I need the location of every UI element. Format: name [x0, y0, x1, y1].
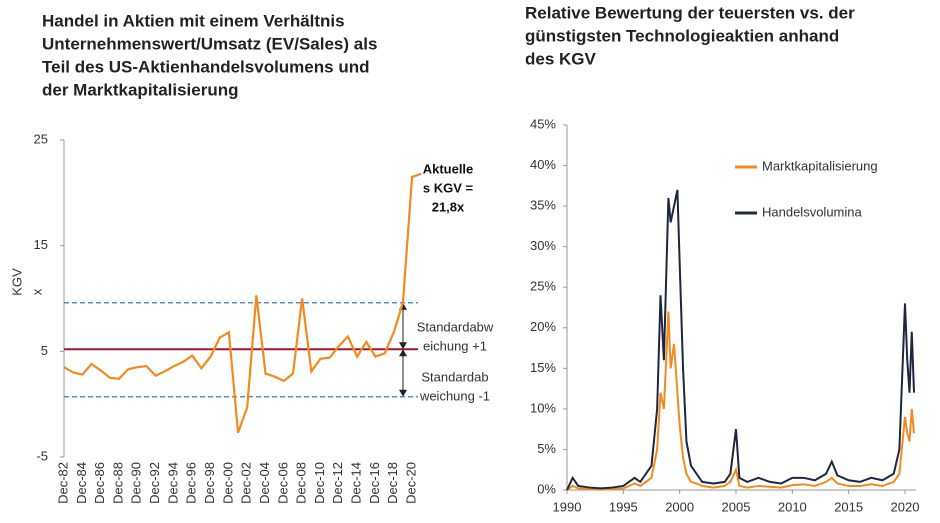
x-tick-label: 1995 — [609, 499, 638, 514]
legend-label: Handelsvolumina — [762, 204, 862, 219]
x-tick-label: Dec-98 — [202, 462, 217, 504]
y-tick-label: 0% — [537, 481, 556, 496]
x-tick-label: Dec-18 — [385, 462, 400, 504]
x-tick-label: 2015 — [834, 499, 863, 514]
y-tick-label: 45% — [530, 116, 556, 131]
chart-title: Relative Bewertung der teuersten vs. der — [525, 3, 855, 22]
y-axis-label: KGV — [9, 268, 24, 296]
chart-title: der Marktkapitalisierung — [42, 80, 239, 99]
annotation: s KGV = — [423, 180, 474, 195]
y-tick-label: -5 — [36, 448, 48, 463]
legend-label: Marktkapitalisierung — [762, 158, 878, 173]
x-tick-label: Dec-12 — [330, 462, 345, 504]
annotation: weichung -1 — [419, 388, 490, 403]
chart-title: Handel in Aktien mit einem Verhältnis — [42, 11, 345, 30]
chart-title: Unternehmenswert/Umsatz (EV/Sales) als — [42, 34, 377, 53]
x-tick-label: 2000 — [665, 499, 694, 514]
x-tick-label: Dec-92 — [147, 462, 162, 504]
x-tick-label: Dec-00 — [220, 462, 235, 504]
data-line — [566, 311, 916, 491]
y-tick-label: 15 — [34, 237, 48, 252]
data-line — [566, 189, 916, 491]
x-tick-label: Dec-08 — [294, 462, 309, 504]
x-tick-label: Dec-04 — [257, 462, 272, 504]
annotation: Aktuelle — [423, 161, 474, 176]
x-tick-label: Dec-14 — [349, 462, 364, 504]
x-tick-label: Dec-88 — [110, 462, 125, 504]
y-tick-label: 15% — [530, 360, 556, 375]
x-tick-label: Dec-86 — [92, 462, 107, 504]
x-tick-label: Dec-82 — [55, 462, 70, 504]
annotation: eichung +1 — [423, 338, 487, 353]
y-tick-label: 35% — [530, 198, 556, 213]
x-tick-label: Dec-02 — [239, 462, 254, 504]
data-line — [63, 172, 422, 434]
x-tick-label: Dec-20 — [404, 462, 419, 504]
annotation: Standardabw — [417, 319, 494, 334]
x-tick-label: Dec-16 — [367, 462, 382, 504]
y-tick-label: 25% — [530, 279, 556, 294]
y-axis-unit: x — [29, 288, 44, 295]
x-tick-label: Dec-90 — [129, 462, 144, 504]
y-tick-label: 25 — [34, 131, 48, 146]
chart-title: Teil des US-Aktienhandelsvolumens und — [42, 57, 369, 76]
annotation: Standardab — [421, 369, 488, 384]
x-tick-label: Dec-84 — [74, 462, 89, 504]
y-tick-label: 5% — [537, 441, 556, 456]
chart-title: des KGV — [525, 49, 597, 68]
y-tick-label: 30% — [530, 238, 556, 253]
x-tick-label: Dec-94 — [165, 462, 180, 504]
x-tick-label: Dec-10 — [312, 462, 327, 504]
chart-title: günstigsten Technologieaktien anhand — [525, 26, 839, 45]
y-tick-label: 40% — [530, 157, 556, 172]
y-tick-label: 5 — [41, 343, 48, 358]
x-tick-label: 1990 — [553, 499, 582, 514]
x-tick-label: 2010 — [778, 499, 807, 514]
x-tick-label: Dec-96 — [184, 462, 199, 504]
y-tick-label: 20% — [530, 319, 556, 334]
y-tick-label: 10% — [530, 400, 556, 415]
annotation: 21,8x — [432, 199, 465, 214]
x-tick-label: 2005 — [722, 499, 751, 514]
x-tick-label: 2020 — [891, 499, 920, 514]
x-tick-label: Dec-06 — [275, 462, 290, 504]
